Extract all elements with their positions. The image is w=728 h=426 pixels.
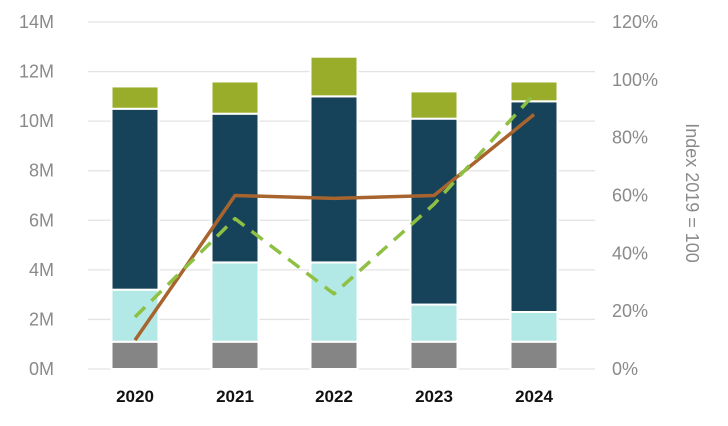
bar-segment-2-2021 xyxy=(210,261,260,343)
bar-segment-1-2023 xyxy=(409,340,459,371)
left-tick-label: 6M xyxy=(29,210,54,230)
index-lines xyxy=(133,93,536,342)
right-tick-label: 80% xyxy=(612,128,648,148)
left-tick-label: 14M xyxy=(19,12,54,32)
left-tick-label: 8M xyxy=(29,161,54,181)
index-line-2 xyxy=(133,93,536,319)
bar-segment-4-2020 xyxy=(110,85,160,110)
bar-segment-1-2021 xyxy=(210,340,260,371)
category-label: 2022 xyxy=(315,387,353,406)
bar-segment-1-2022 xyxy=(309,340,359,371)
right-tick-label: 20% xyxy=(612,301,648,321)
bar-segment-4-2021 xyxy=(210,80,260,115)
category-label: 2021 xyxy=(216,387,254,406)
bar-segment-4-2024 xyxy=(509,80,559,103)
bar-segment-2-2023 xyxy=(409,303,459,343)
left-tick-label: 12M xyxy=(19,62,54,82)
bar-segment-2-2022 xyxy=(309,261,359,343)
left-tick-label: 0M xyxy=(29,359,54,379)
bar-segment-3-2022 xyxy=(309,95,359,264)
category-label: 2024 xyxy=(515,387,553,406)
left-tick-label: 2M xyxy=(29,309,54,329)
bar-segment-3-2023 xyxy=(409,117,459,306)
bars xyxy=(110,55,559,371)
right-tick-label: 120% xyxy=(612,12,658,32)
left-axis-ticks: 0M 2M 4M 6M 8M 10M 12M 14M xyxy=(19,12,54,379)
bar-segment-3-2020 xyxy=(110,107,160,291)
category-label: 2020 xyxy=(116,387,154,406)
right-tick-label: 40% xyxy=(612,243,648,263)
bar-segment-1-2020 xyxy=(110,340,160,371)
left-tick-label: 4M xyxy=(29,260,54,280)
bar-segment-4-2022 xyxy=(309,55,359,98)
right-axis-ticks: 0% 20% 40% 60% 80% 100% 120% xyxy=(612,12,658,379)
bar-segment-3-2021 xyxy=(210,112,260,264)
bar-segment-3-2024 xyxy=(509,100,559,313)
right-tick-label: 100% xyxy=(612,70,658,90)
bar-segment-4-2023 xyxy=(409,90,459,120)
bar-segment-2-2024 xyxy=(509,310,559,343)
right-tick-label: 0% xyxy=(612,359,638,379)
right-tick-label: 60% xyxy=(612,186,648,206)
bar-segment-1-2024 xyxy=(509,340,559,371)
right-axis-label: Index 2019 = 100 xyxy=(682,123,702,263)
category-label: 2023 xyxy=(415,387,453,406)
left-tick-label: 10M xyxy=(19,111,54,131)
category-labels: 2020 2021 2022 2023 2024 xyxy=(116,387,553,406)
